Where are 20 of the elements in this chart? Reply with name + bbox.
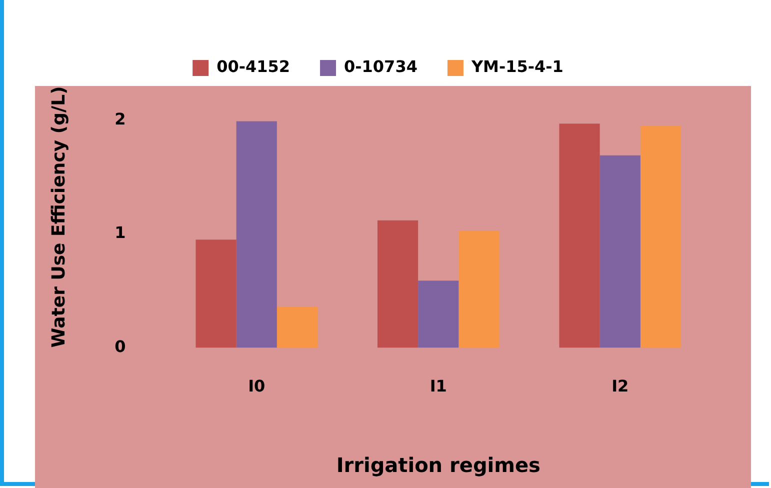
x-axis-title: Irrigation regimes <box>336 453 540 478</box>
bar <box>600 155 640 348</box>
legend-label: 00-4152 <box>216 57 290 76</box>
legend-label: 0-10734 <box>344 57 418 76</box>
bar <box>276 306 318 348</box>
bar <box>559 124 600 348</box>
bar <box>196 240 236 348</box>
bar <box>458 230 500 348</box>
y-tick-label: 0 <box>114 336 126 356</box>
bar <box>640 126 682 348</box>
x-tick-label: I2 <box>612 376 629 396</box>
bar <box>236 121 277 348</box>
x-tick-label: I1 <box>430 376 447 396</box>
y-axis-title: Water Use Efficiency (g/L) <box>48 86 70 348</box>
x-tick-label: I0 <box>248 376 266 396</box>
y-tick-label: 1 <box>114 223 126 242</box>
y-tick-label: 2 <box>114 109 126 128</box>
legend-label: YM-15-4-1 <box>470 57 564 76</box>
bar <box>418 280 459 348</box>
bar <box>377 220 418 348</box>
